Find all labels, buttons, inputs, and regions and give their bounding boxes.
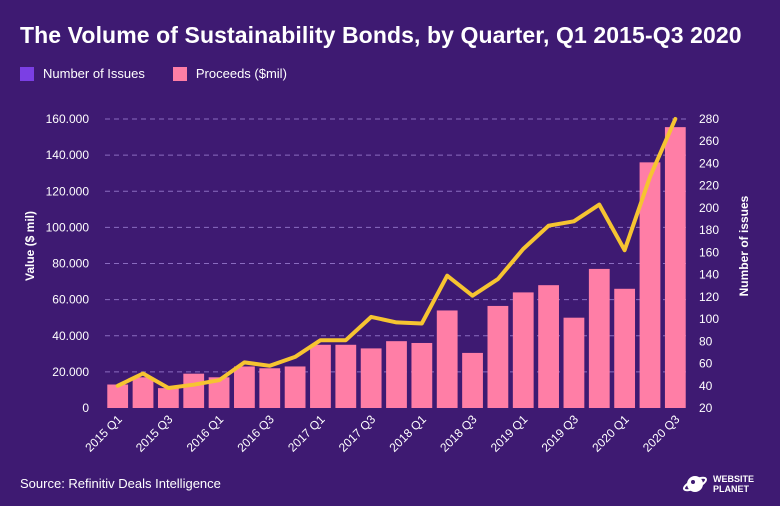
y-tick-label-right: 240 xyxy=(699,156,719,170)
y-axis-title-left: Value ($ mil) xyxy=(23,211,37,281)
bar-proceeds xyxy=(259,368,281,408)
bar-proceeds xyxy=(284,366,306,408)
website-planet-logo: WEBSITE PLANET xyxy=(682,471,754,497)
line-issues xyxy=(115,117,678,390)
bar-proceeds xyxy=(487,305,509,408)
y-tick-label-right: 180 xyxy=(699,223,719,237)
bar-proceeds xyxy=(335,344,357,408)
y-tick-label-right: 20 xyxy=(699,401,713,415)
bar-proceeds xyxy=(234,366,255,408)
x-tick-label: 2019 Q3 xyxy=(539,412,582,455)
y-tick-label-right: 80 xyxy=(699,334,713,348)
x-tick-label: 2020 Q1 xyxy=(589,412,632,455)
legend-item-issues: Number of Issues xyxy=(20,66,145,81)
bar-proceeds xyxy=(132,377,154,408)
x-tick-label: 2019 Q1 xyxy=(488,412,531,455)
bar-proceeds xyxy=(157,388,179,408)
y-tick-label-left: 40.000 xyxy=(52,329,89,343)
x-tick-label: 2017 Q3 xyxy=(336,412,379,455)
y-tick-label-right: 120 xyxy=(699,290,719,304)
chart-title: The Volume of Sustainability Bonds, by Q… xyxy=(20,22,742,48)
bar-proceeds xyxy=(462,352,483,408)
bar-proceeds xyxy=(183,373,205,408)
y-tick-label-right: 220 xyxy=(699,179,719,193)
legend: Number of Issues Proceeds ($mil) xyxy=(20,66,315,81)
bar-proceeds xyxy=(360,348,382,408)
y-tick-label-right: 160 xyxy=(699,245,719,259)
bar-proceeds xyxy=(664,127,686,409)
bar-proceeds xyxy=(411,342,433,408)
bar-proceeds xyxy=(310,344,331,408)
logo-text-line1: WEBSITE xyxy=(713,474,755,484)
y-tick-label-right: 200 xyxy=(699,201,719,215)
bar-proceeds xyxy=(208,377,230,408)
legend-label-proceeds: Proceeds ($mil) xyxy=(195,66,287,81)
bar-proceeds xyxy=(512,292,534,408)
legend-swatch-issues xyxy=(20,66,34,81)
x-tick-label: 2020 Q3 xyxy=(640,412,683,455)
y-tick-label-right: 60 xyxy=(699,357,713,371)
y-axis-title-right: Number of issues xyxy=(737,195,751,296)
x-tick-label: 2015 Q1 xyxy=(82,412,125,455)
source-note: Source: Refinitiv Deals Intelligence xyxy=(20,476,221,491)
y-tick-label-right: 40 xyxy=(699,379,713,393)
y-tick-label-left: 120.000 xyxy=(46,184,90,198)
legend-swatch-proceeds xyxy=(172,66,187,81)
x-tick-label: 2017 Q1 xyxy=(285,412,328,455)
x-tick-label: 2015 Q3 xyxy=(133,412,176,455)
y-tick-label-left: 20.000 xyxy=(52,365,89,379)
y-tick-label-left: 100.000 xyxy=(46,220,90,234)
logo-text-line2: PLANET xyxy=(713,484,749,494)
y-tick-label-left: 140.000 xyxy=(46,148,90,162)
bar-proceeds xyxy=(538,285,559,408)
bar-proceeds xyxy=(614,288,636,408)
x-tick-label: 2016 Q3 xyxy=(234,412,277,455)
y-tick-label-left: 0 xyxy=(82,401,89,415)
x-tick-label: 2016 Q1 xyxy=(184,412,227,455)
y-tick-label-right: 100 xyxy=(699,312,719,326)
bar-proceeds xyxy=(639,162,661,408)
bar-proceeds xyxy=(563,317,585,408)
y-tick-label-right: 140 xyxy=(699,268,719,282)
bar-proceeds xyxy=(107,384,129,408)
bar-proceeds xyxy=(386,341,407,408)
y-tick-label-right: 280 xyxy=(699,112,719,126)
bar-proceeds xyxy=(436,310,458,408)
y-tick-label-left: 60.000 xyxy=(52,293,89,307)
y-tick-label-left: 80.000 xyxy=(52,257,89,271)
x-tick-label: 2018 Q1 xyxy=(387,412,430,455)
planet-icon xyxy=(682,476,708,492)
y-tick-label-left: 160.000 xyxy=(46,112,90,126)
bar-proceeds xyxy=(588,268,610,408)
y-tick-label-right: 260 xyxy=(699,134,719,148)
x-tick-label: 2018 Q3 xyxy=(437,412,480,455)
legend-label-issues: Number of Issues xyxy=(43,66,145,81)
legend-item-proceeds: Proceeds ($mil) xyxy=(172,66,287,81)
